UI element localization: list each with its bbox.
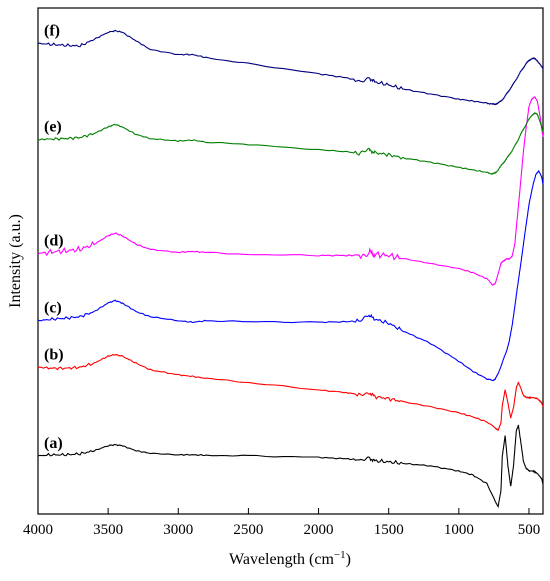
series-label-a: (a) (44, 435, 63, 452)
series-label-c: (c) (44, 300, 62, 317)
series-line-a (37, 424, 544, 509)
series-group (37, 29, 544, 509)
x-tick-label: 1500 (374, 522, 404, 538)
series-label-b: (b) (44, 346, 64, 363)
series-label-f: (f) (44, 22, 60, 39)
series-label-e: (e) (44, 119, 62, 136)
series-line-e (37, 112, 544, 175)
series-line-d (37, 96, 544, 286)
series-line-c (37, 169, 544, 382)
x-tick-label: 3500 (93, 522, 123, 538)
x-tick-label: 500 (518, 522, 541, 538)
x-tick-label: 3000 (163, 522, 193, 538)
series-line-b (37, 353, 544, 431)
x-tick-label: 4000 (23, 522, 53, 538)
series-labels: (a) (b) (c) (d) (e) (f) (44, 22, 64, 451)
x-tick-label: 2000 (304, 522, 334, 538)
y-axis-title: Intensity (a.u.) (7, 214, 24, 308)
x-tick-label: 1000 (444, 522, 474, 538)
series-line-f (37, 29, 544, 106)
series-label-d: (d) (44, 232, 64, 249)
x-axis-title: Wavelength (cm−1) (229, 549, 351, 568)
x-axis-ticks: 4000 3500 3000 2500 2000 1500 1000 500 (23, 508, 540, 538)
x-tick-label: 2500 (233, 522, 263, 538)
plot-frame (37, 7, 544, 515)
